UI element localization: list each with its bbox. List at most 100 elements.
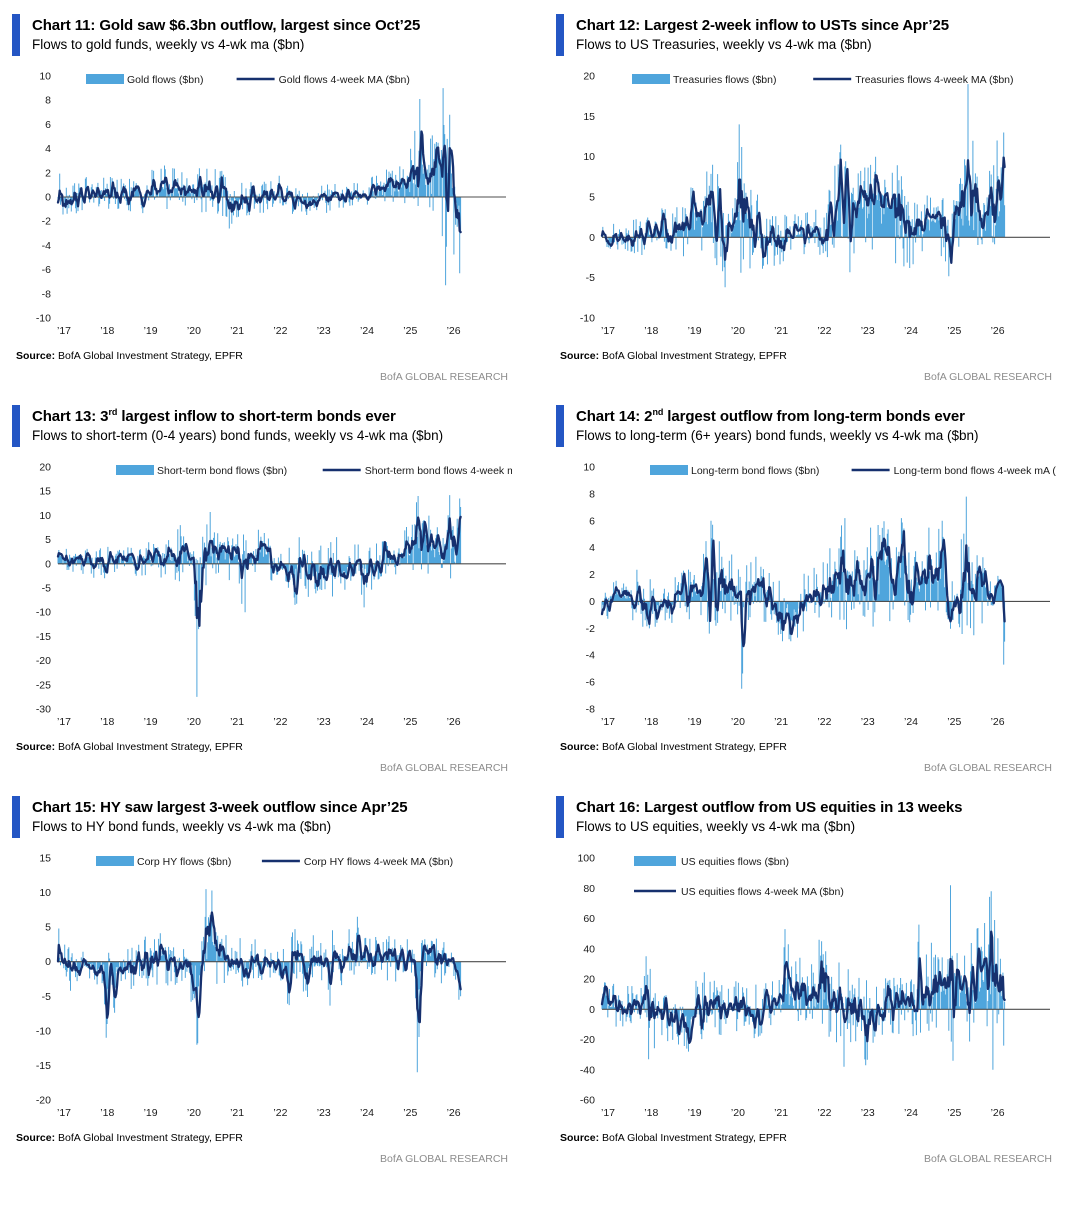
svg-text:10: 10: [583, 151, 595, 163]
svg-text:20: 20: [583, 71, 595, 83]
x-axis-labels: ’17 ’18 ’19 ’20 ’21 ’22 ’23 ’24 ’25 ’26: [57, 716, 461, 728]
flows-chart-short-term-bonds: 20 15 10 5 0 -5 -10 -15 -20 -25 -30 ’17 ’18 ’19 ’20 ’21…: [36, 462, 512, 729]
svg-text:’18: ’18: [644, 325, 658, 337]
chart-title: Chart 12: Largest 2-week inflow to USTs …: [576, 15, 949, 36]
chart-title-rest: largest outflow from long-term bonds eve…: [663, 408, 965, 425]
title-accent-bar: [556, 405, 564, 447]
svg-text:-5: -5: [586, 272, 595, 284]
svg-text:’21: ’21: [230, 325, 244, 337]
svg-text:-6: -6: [586, 677, 595, 689]
svg-text:-20: -20: [580, 1034, 595, 1046]
svg-text:-40: -40: [580, 1064, 595, 1076]
source-note: Source: BofA Global Investment Strategy,…: [12, 1132, 512, 1144]
source-note: Source: BofA Global Investment Strategy,…: [12, 741, 512, 753]
svg-text:-4: -4: [586, 650, 595, 662]
chart-subtitle: Flows to HY bond funds, weekly vs 4-wk m…: [32, 819, 332, 835]
chart-title-text: Chart 14: 2: [576, 408, 653, 425]
svg-text:-6: -6: [42, 264, 51, 276]
svg-text:’19: ’19: [688, 1107, 702, 1119]
x-axis-labels: ’17 ’18 ’19 ’20 ’21 ’22 ’23 ’24 ’25 ’26: [57, 1107, 461, 1119]
chart-title: Chart 16: Largest outflow from US equiti…: [576, 797, 962, 818]
svg-text:’20: ’20: [187, 1107, 201, 1119]
chart-title-text: Chart 12: Largest 2-week inflow to USTs …: [576, 17, 949, 34]
svg-text:-15: -15: [36, 1060, 51, 1072]
brand-label: BofA GLOBAL RESEARCH: [380, 1153, 508, 1165]
legend: Gold flows ($bn) Gold flows 4-week MA ($b…: [86, 74, 410, 86]
chart-subtitle: Flows to US equities, weekly vs 4-wk ma …: [576, 819, 856, 835]
svg-text:’26: ’26: [447, 1107, 461, 1119]
svg-text:-15: -15: [36, 631, 51, 643]
svg-text:’18: ’18: [100, 325, 114, 337]
ma-line: [600, 930, 1006, 1044]
svg-text:’22: ’22: [817, 716, 831, 728]
svg-text:’25: ’25: [403, 325, 417, 337]
chart-header: Chart 14: 2nd largest outflow from long-…: [556, 405, 1056, 447]
svg-text:-25: -25: [36, 679, 51, 691]
svg-text:-2: -2: [42, 216, 51, 228]
svg-text:10: 10: [39, 71, 51, 83]
svg-text:’20: ’20: [731, 325, 745, 337]
svg-text:6: 6: [589, 515, 595, 527]
ma-line: [600, 530, 1006, 648]
svg-text:’19: ’19: [144, 1107, 158, 1119]
svg-text:Treasuries flows 4-week MA ($b: Treasuries flows 4-week MA ($bn): [855, 74, 1013, 86]
x-axis-labels: ’17 ’18 ’19 ’20 ’21 ’22 ’23 ’24 ’25 ’26: [601, 325, 1005, 337]
svg-text:2: 2: [589, 569, 595, 581]
legend: US equities flows ($bn) US equities flows…: [634, 856, 844, 898]
legend-bar-swatch: [632, 74, 670, 84]
svg-text:’26: ’26: [991, 325, 1005, 337]
svg-text:’22: ’22: [273, 325, 287, 337]
svg-text:-10: -10: [36, 1025, 51, 1037]
chart-block-12: Chart 12: Largest 2-week inflow to USTs …: [556, 14, 1056, 383]
svg-text:0: 0: [589, 596, 595, 608]
title-accent-bar: [556, 14, 564, 56]
svg-text:-10: -10: [36, 607, 51, 619]
source-text: BofA Global Investment Strategy, EPFR: [55, 1132, 243, 1144]
chart-header: Chart 15: HY saw largest 3-week outflow …: [12, 796, 512, 838]
svg-text:’17: ’17: [57, 1107, 71, 1119]
y-axis-labels: 10 8 6 4 2 0 -2 -4 -6 -8 -10: [36, 71, 51, 325]
legend-bar-swatch: [96, 856, 134, 866]
svg-text:’26: ’26: [991, 1107, 1005, 1119]
svg-text:’21: ’21: [230, 716, 244, 728]
svg-text:’24: ’24: [904, 1107, 918, 1119]
brand-label: BofA GLOBAL RESEARCH: [924, 1153, 1052, 1165]
title-accent-bar: [556, 796, 564, 838]
chart-header: Chart 13: 3rd largest inflow to short-te…: [12, 405, 512, 447]
chart-title-text: Chart 15: HY saw largest 3-week outflow …: [32, 799, 408, 816]
svg-text:2: 2: [45, 167, 51, 179]
chart-title: Chart 13: 3rd largest inflow to short-te…: [32, 406, 443, 427]
svg-text:Long-term bond flows ($bn): Long-term bond flows ($bn): [691, 465, 819, 477]
svg-text:-5: -5: [42, 583, 51, 595]
svg-text:’21: ’21: [230, 1107, 244, 1119]
svg-text:20: 20: [583, 974, 595, 986]
source-text: BofA Global Investment Strategy, EPFR: [55, 741, 243, 753]
svg-text:Short-term bond flows 4-week m: Short-term bond flows 4-week mA ($bn): [365, 465, 512, 477]
svg-text:4: 4: [45, 143, 51, 155]
title-accent-bar: [12, 405, 20, 447]
svg-text:’23: ’23: [317, 325, 331, 337]
report-page: Chart 11: Gold saw $6.3bn outflow, large…: [12, 14, 1056, 1165]
x-axis-labels: ’17 ’18 ’19 ’20 ’21 ’22 ’23 ’24 ’25 ’26: [601, 716, 1005, 728]
svg-text:40: 40: [583, 943, 595, 955]
chart-subtitle: Flows to long-term (6+ years) bond funds…: [576, 428, 979, 444]
svg-text:’25: ’25: [947, 325, 961, 337]
svg-text:5: 5: [45, 922, 51, 934]
source-label: Source:: [16, 350, 56, 362]
brand-label: BofA GLOBAL RESEARCH: [924, 371, 1052, 383]
svg-text:’17: ’17: [57, 325, 71, 337]
svg-text:’26: ’26: [991, 716, 1005, 728]
svg-text:-5: -5: [42, 991, 51, 1003]
brand-label: BofA GLOBAL RESEARCH: [924, 762, 1052, 774]
weekly-flows-bars: [57, 495, 462, 697]
svg-text:-8: -8: [42, 288, 51, 300]
svg-text:’26: ’26: [447, 716, 461, 728]
ma-line: [56, 911, 462, 1024]
chart-title-sup: nd: [652, 407, 664, 417]
legend-bar-swatch: [86, 74, 124, 84]
svg-text:’23: ’23: [861, 716, 875, 728]
svg-text:’24: ’24: [904, 716, 918, 728]
svg-text:8: 8: [589, 488, 595, 500]
flows-chart-treasuries: 20 15 10 5 0 -5 -10 ’17 ’18 ’19 ’20 ’21 ’22 ’23 ’24 ’25…: [580, 71, 1050, 337]
svg-text:’26: ’26: [447, 325, 461, 337]
